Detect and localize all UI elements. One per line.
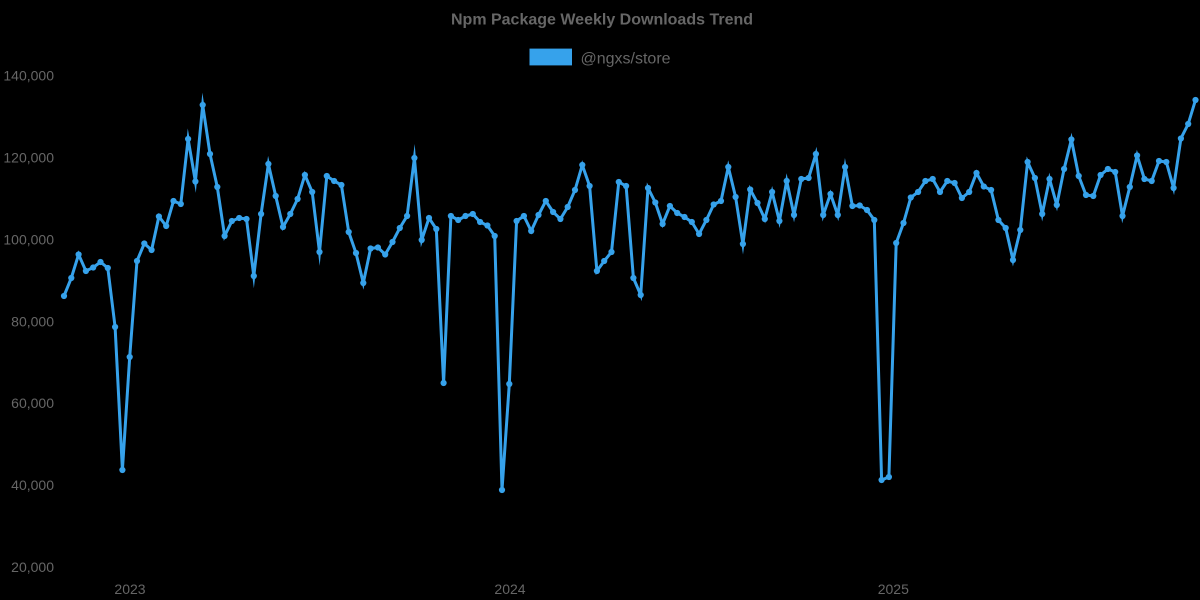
svg-text:120,000: 120,000 [3,150,54,166]
svg-text:20,000: 20,000 [11,559,54,575]
svg-text:@ngxs/store: @ngxs/store [581,50,671,67]
svg-text:40,000: 40,000 [11,477,54,493]
svg-text:Npm Package Weekly Downloads T: Npm Package Weekly Downloads Trend [451,12,753,29]
svg-text:2023: 2023 [114,581,145,597]
svg-text:60,000: 60,000 [11,395,54,411]
svg-text:2025: 2025 [878,581,909,597]
svg-text:80,000: 80,000 [11,313,54,329]
svg-text:100,000: 100,000 [3,231,54,247]
svg-text:140,000: 140,000 [3,68,54,84]
svg-text:2024: 2024 [494,581,525,597]
